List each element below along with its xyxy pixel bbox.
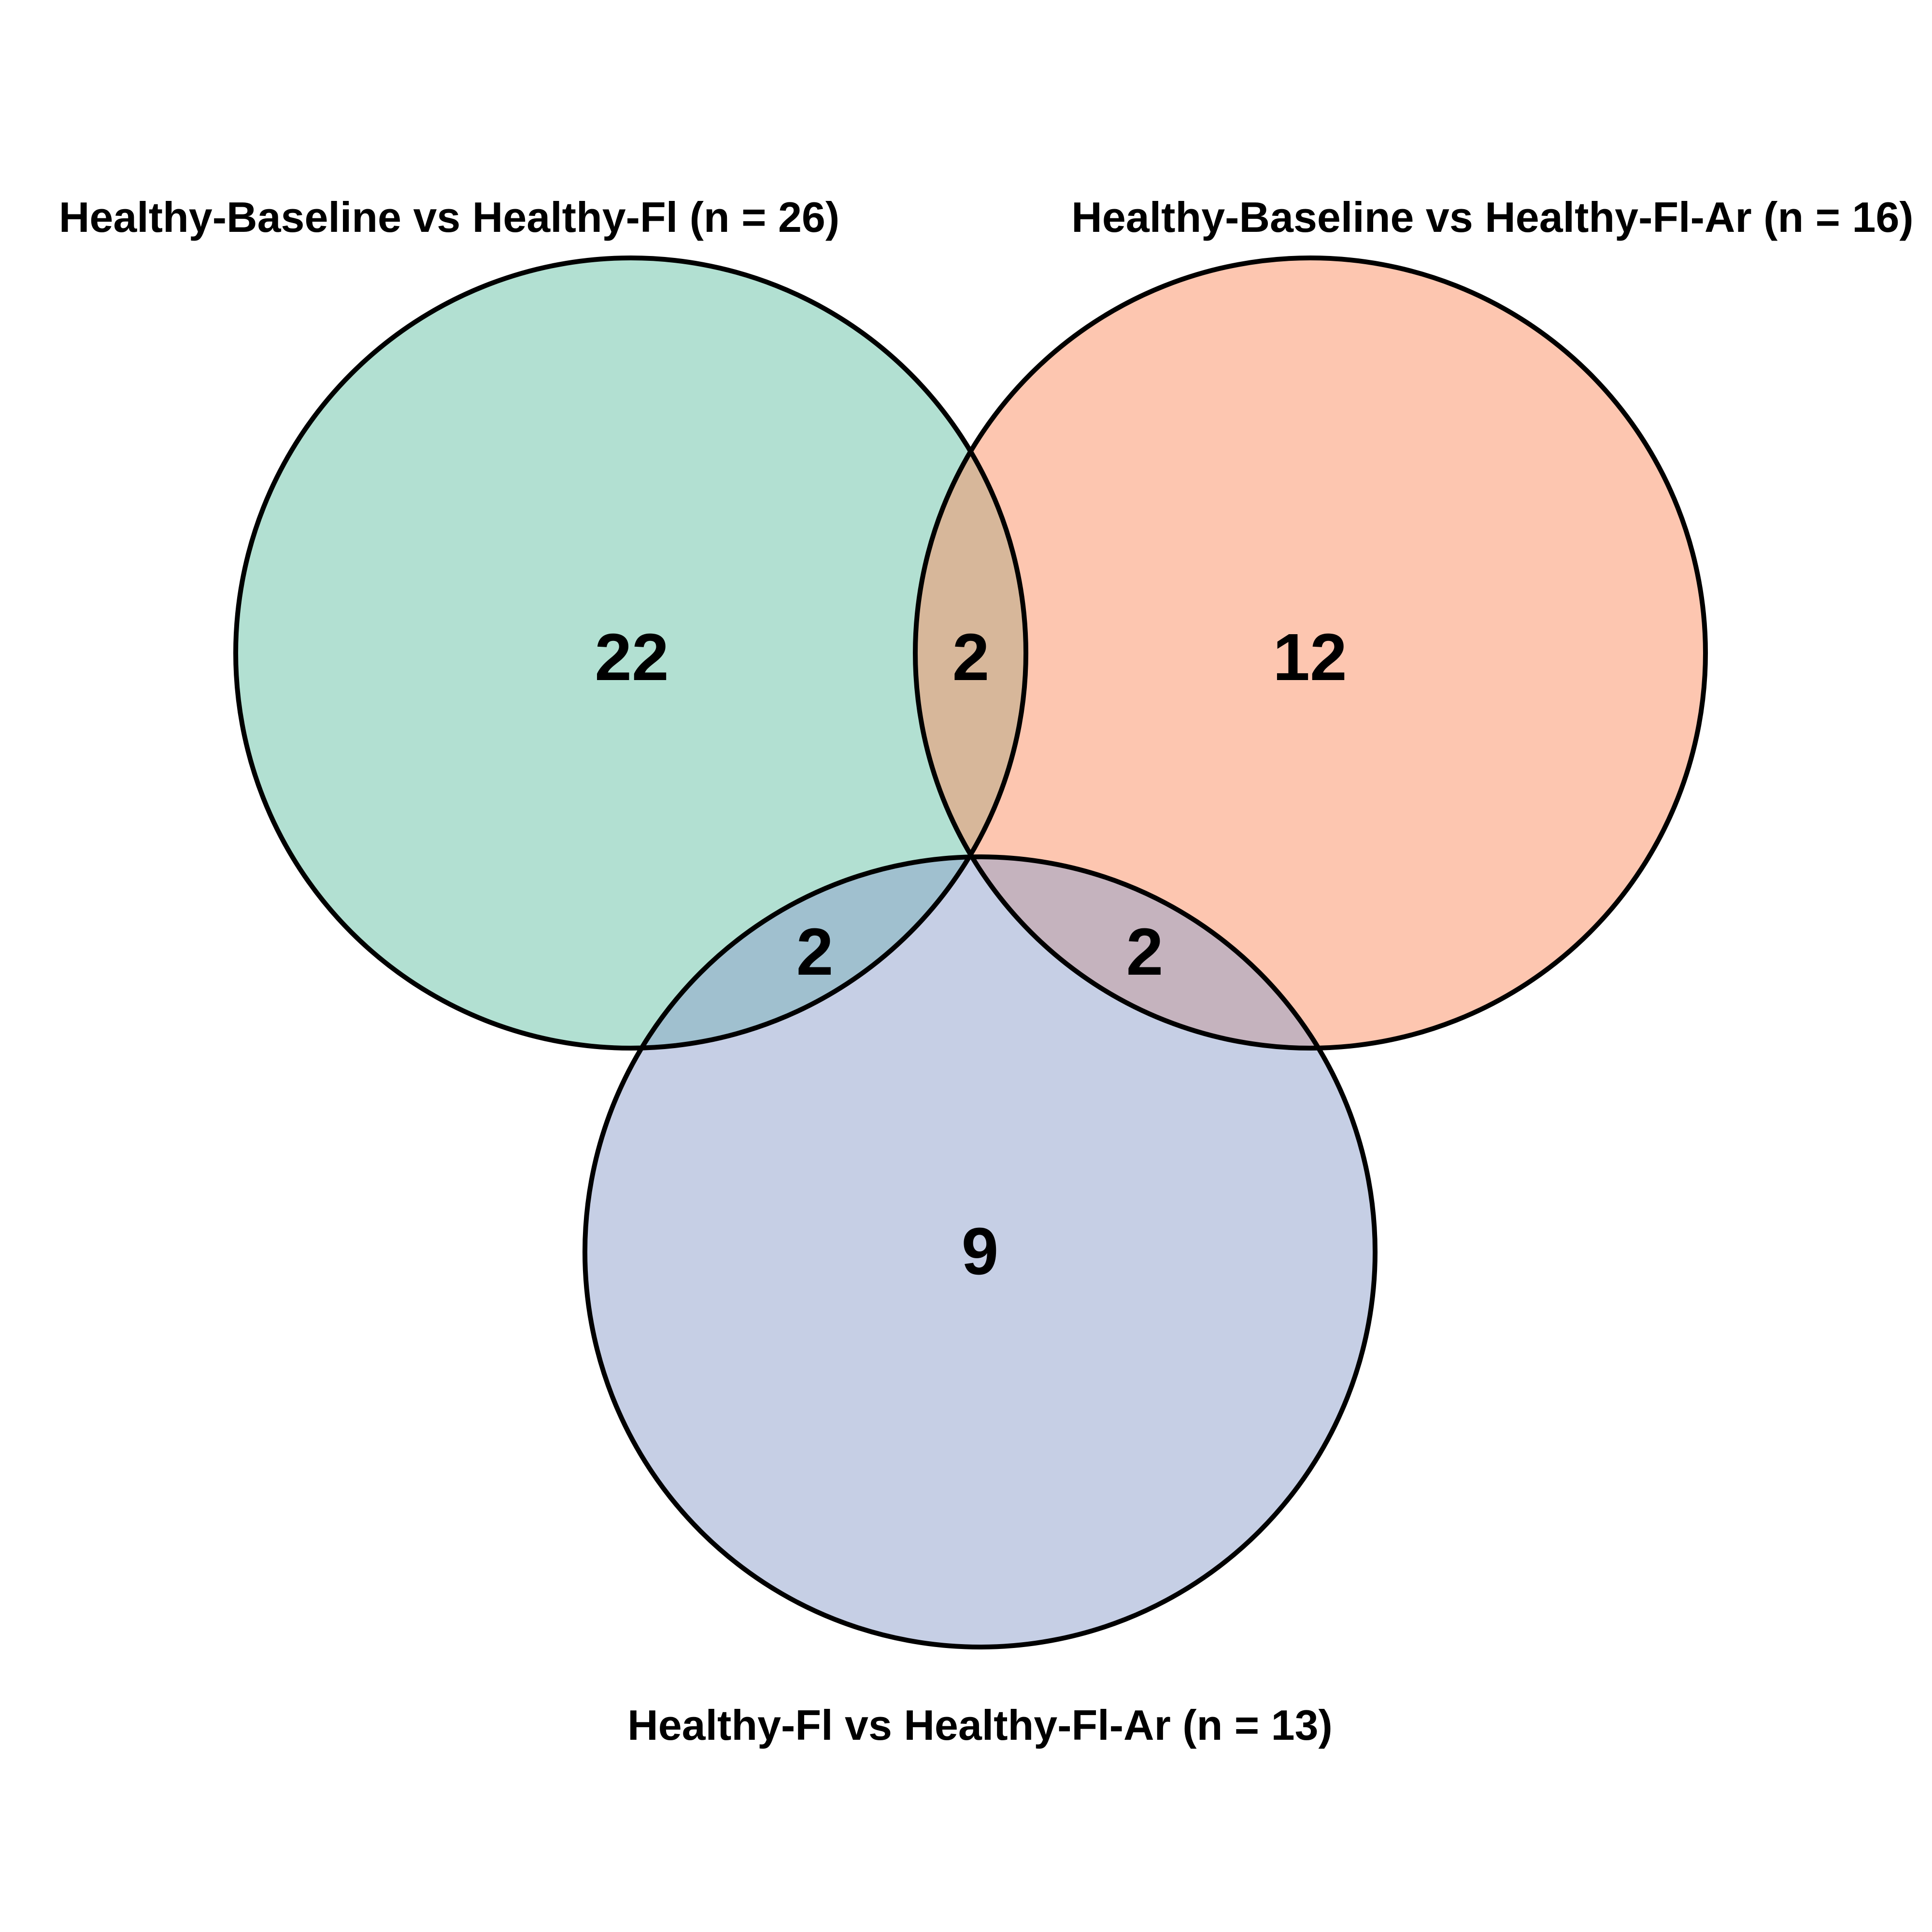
set-a-label: Healthy-Baseline vs Healthy-Fl (n = 26) [59, 193, 839, 241]
set-a-fill [236, 258, 1026, 1048]
set-labels: Healthy-Baseline vs Healthy-Fl (n = 26) … [59, 193, 1914, 1749]
set-fills [236, 258, 1705, 1647]
count-a-c: 2 [796, 915, 834, 989]
set-outlines [233, 256, 1708, 1649]
set-c-fill [585, 857, 1375, 1647]
count-a-b: 2 [952, 620, 990, 695]
count-b-c: 2 [1126, 915, 1164, 989]
set-c-label: Healthy-Fl vs Healthy-Fl-Ar (n = 13) [627, 1701, 1333, 1749]
set-b-outline [913, 256, 1708, 1051]
set-b-label: Healthy-Baseline vs Healthy-Fl-Ar (n = 1… [1071, 193, 1913, 241]
count-c-only: 9 [962, 1214, 999, 1289]
count-a-only: 22 [595, 620, 669, 695]
set-c-outline [582, 854, 1378, 1649]
region-counts: 22 2 12 2 2 9 [595, 620, 1347, 1289]
set-b-fill [915, 258, 1705, 1048]
set-a-outline [233, 256, 1028, 1051]
count-b-only: 12 [1273, 620, 1347, 695]
